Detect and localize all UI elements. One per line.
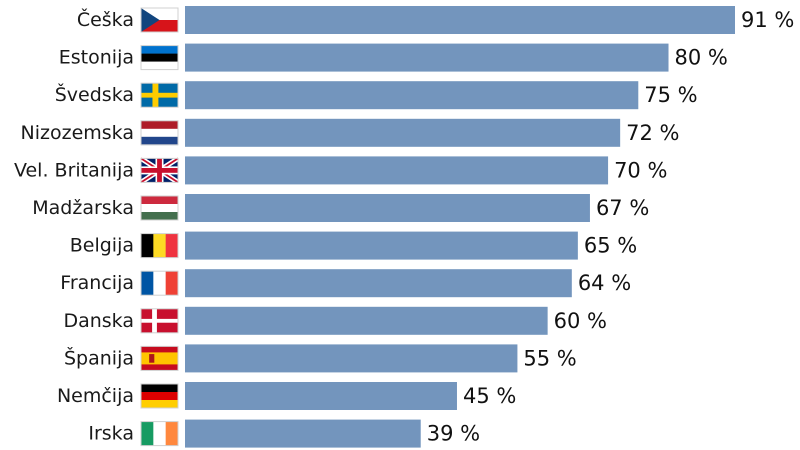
category-label: Nizozemska	[21, 122, 134, 144]
bar	[185, 81, 639, 110]
category-label: Nemčija	[57, 385, 134, 407]
value-label: 65 %	[584, 234, 637, 258]
category-label: Irska	[88, 423, 134, 445]
category-label: Danska	[63, 310, 134, 332]
bar-row: Španija 55 %	[64, 344, 577, 373]
value-label: 91 %	[741, 8, 794, 32]
bar	[185, 419, 421, 448]
united-kingdom-flag-icon	[139, 156, 180, 185]
bar	[185, 382, 457, 410]
hungary-flag-icon	[140, 195, 179, 221]
bar	[185, 6, 735, 34]
bar-row: Belgija 65 %	[70, 231, 637, 260]
estonia-flag-icon	[140, 45, 179, 71]
bar	[185, 231, 578, 260]
bar	[185, 344, 518, 373]
category-label: Češka	[77, 7, 134, 31]
ireland-flag-icon	[140, 421, 179, 447]
sweden-flag-icon	[140, 82, 179, 108]
bar	[185, 269, 572, 298]
france-flag-icon	[140, 270, 179, 296]
category-label: Švedska	[55, 82, 134, 106]
category-label: Vel. Britanija	[14, 159, 134, 181]
bar-row: Švedska 75 %	[55, 81, 698, 110]
czech-republic-flag-icon	[140, 7, 179, 33]
bar-row: Nizozemska 72 %	[21, 118, 680, 147]
spain-flag-icon	[140, 345, 179, 371]
category-label: Estonija	[59, 47, 134, 69]
germany-flag-icon	[140, 383, 179, 409]
value-label: 45 %	[463, 384, 516, 408]
belgium-flag-icon	[140, 233, 179, 259]
value-label: 39 %	[427, 422, 480, 446]
value-label: 67 %	[596, 196, 649, 220]
bar-row: Nemčija 45 %	[57, 382, 516, 410]
bar-row: Estonija 80 %	[59, 43, 728, 72]
netherlands-flag-icon	[140, 120, 179, 146]
bar	[185, 306, 548, 335]
value-label: 64 %	[578, 271, 631, 295]
bar	[185, 156, 609, 185]
value-label: 80 %	[675, 46, 728, 70]
bar-row: Danska 60 %	[63, 306, 607, 335]
bar-row: Češka 91 %	[77, 6, 794, 34]
value-label: 75 %	[644, 83, 697, 107]
bar-row: Francija 64 %	[60, 269, 631, 298]
bar-row: Irska 39 %	[88, 419, 480, 448]
bar	[185, 118, 621, 147]
bar-row: Vel. Britanija 70 %	[14, 156, 667, 185]
category-label: Madžarska	[32, 197, 134, 219]
category-label: Španija	[64, 345, 134, 369]
category-label: Belgija	[70, 235, 134, 257]
value-label: 70 %	[614, 158, 667, 182]
denmark-flag-icon	[140, 308, 179, 334]
value-label: 60 %	[554, 309, 607, 333]
value-label: 72 %	[626, 121, 679, 145]
category-label: Francija	[60, 272, 134, 294]
bar-row: Madžarska 67 %	[32, 194, 649, 222]
bar	[185, 43, 669, 72]
bar	[185, 194, 590, 222]
value-label: 55 %	[523, 346, 576, 370]
